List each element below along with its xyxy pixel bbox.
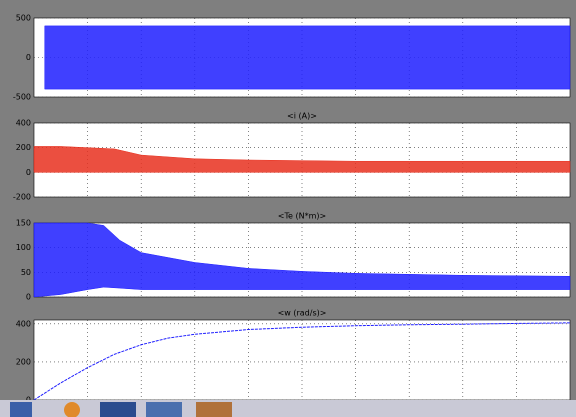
y-tick-label: -500 bbox=[13, 93, 31, 102]
y-tick-label: 50 bbox=[21, 268, 31, 277]
y-tick-label: 200 bbox=[16, 143, 31, 152]
taskbar-button[interactable] bbox=[196, 402, 232, 417]
plot-title: <i (A)> bbox=[287, 112, 317, 121]
y-tick-label: 0 bbox=[26, 53, 31, 62]
scope: -500 0 500 <i (A)> -200 0 200 400 <Te (N*m)> 0 50 1… bbox=[0, 0, 576, 417]
y-tick-label: 500 bbox=[16, 14, 31, 23]
taskbar bbox=[0, 400, 576, 417]
plot-title: <Te (N*m)> bbox=[278, 212, 326, 221]
y-tick-label: 0 bbox=[26, 293, 31, 302]
y-tick-label: 200 bbox=[16, 357, 31, 366]
plot-title: <w (rad/s)> bbox=[278, 309, 327, 318]
y-tick-label: 0 bbox=[26, 168, 31, 177]
y-tick-label: 400 bbox=[16, 119, 31, 128]
taskbar-button[interactable] bbox=[146, 402, 182, 417]
y-tick-label: -200 bbox=[13, 193, 31, 202]
page: {"chart_data": [ {"type": "band", "ylim"… bbox=[0, 0, 576, 417]
y-tick-label: 400 bbox=[16, 319, 31, 328]
signal-band bbox=[45, 26, 570, 89]
taskbar-button[interactable] bbox=[100, 402, 136, 417]
taskbar-button[interactable] bbox=[10, 402, 32, 417]
y-tick-label: 150 bbox=[16, 219, 31, 228]
y-tick-label: 100 bbox=[16, 243, 31, 252]
